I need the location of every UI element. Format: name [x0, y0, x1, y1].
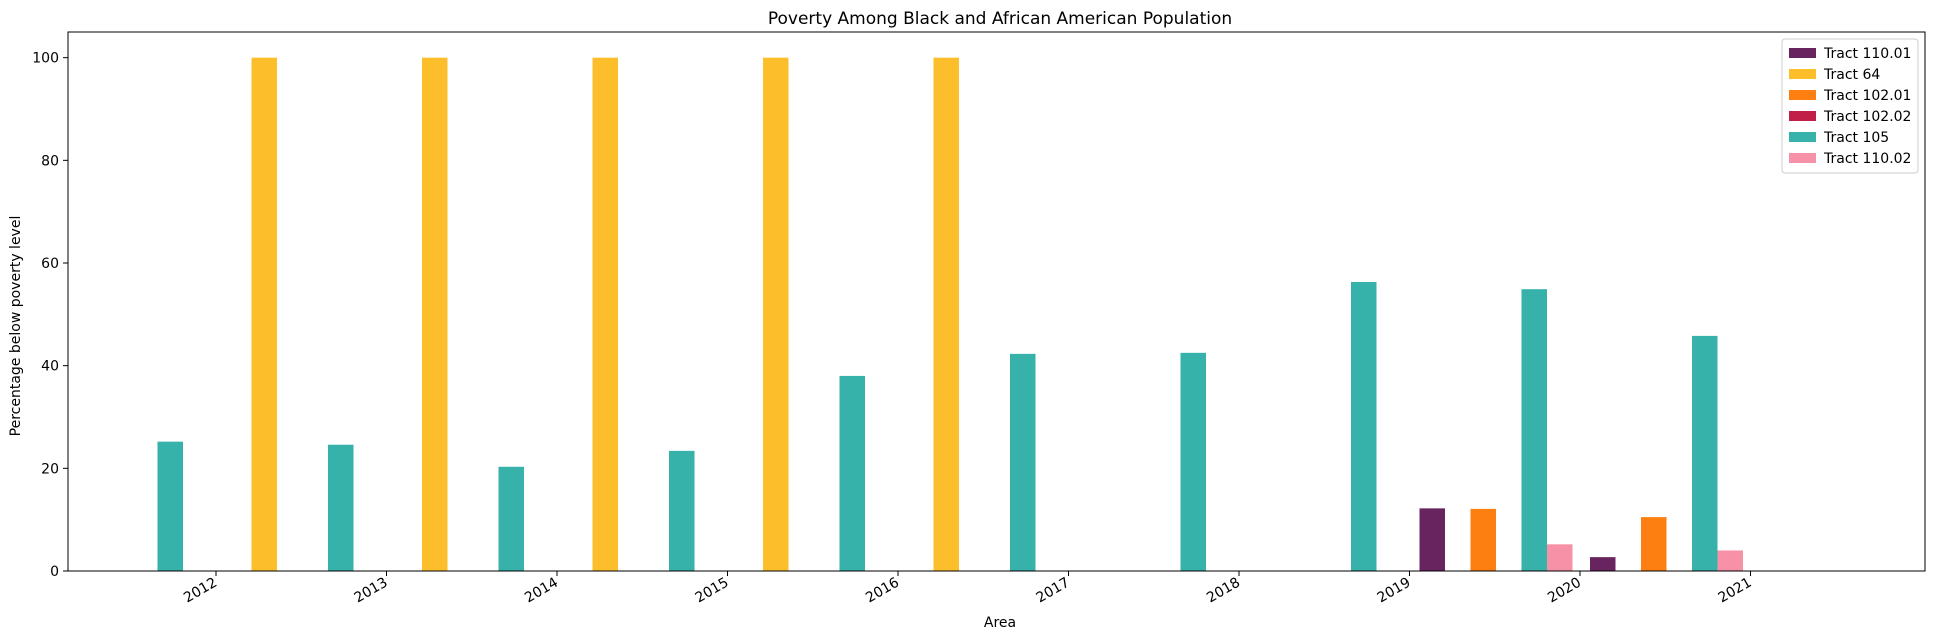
bar-tract-105-2021 [1692, 335, 1718, 571]
legend-label: Tract 105 [1823, 130, 1889, 146]
y-tick-label: 20 [41, 461, 59, 477]
bar-tract-105-2014 [498, 466, 524, 571]
y-axis-label: Percentage below poverty level [8, 216, 24, 437]
bar-tract-64-2016 [763, 57, 789, 572]
legend-swatch [1789, 132, 1816, 142]
legend-swatch [1789, 69, 1816, 79]
bar-tract-102-01-2020 [1470, 508, 1496, 571]
x-tick-label: 2018 [1204, 575, 1243, 607]
bar-tract-105-2015 [669, 450, 695, 571]
x-tick-label: 2014 [522, 575, 561, 607]
legend: Tract 110.01 Tract 64 Tract 102.01 Tract 10… [1781, 38, 1919, 174]
y-tick-label: 40 [41, 359, 59, 375]
plot-frame [67, 31, 1926, 572]
bar-tract-110-01-2020 [1419, 508, 1445, 571]
legend-swatch [1789, 90, 1816, 100]
x-tick-label: 2012 [181, 575, 220, 607]
bar-tract-110-01-2021 [1590, 557, 1616, 571]
bar-tract-105-2019 [1351, 281, 1377, 571]
bar-tract-105-2020 [1521, 289, 1547, 571]
bar-tract-110-02-2020 [1547, 544, 1573, 571]
x-tick-label: 2021 [1716, 575, 1755, 607]
legend-swatch [1789, 153, 1816, 163]
bar-tract-64-2013 [251, 57, 277, 572]
legend-swatch [1789, 111, 1816, 121]
x-tick-label: 2016 [863, 575, 902, 607]
legend-label: Tract 64 [1823, 67, 1880, 83]
x-tick-label: 2019 [1375, 575, 1414, 607]
y-tick-label: 100 [32, 51, 59, 67]
legend-label: Tract 102.01 [1823, 88, 1911, 104]
bar-tract-105-2017 [1010, 353, 1036, 571]
bar-tract-110-02-2021 [1717, 550, 1743, 571]
legend-label: Tract 102.02 [1823, 109, 1911, 125]
x-axis-label: Area [984, 615, 1016, 631]
y-tick-label: 0 [50, 564, 59, 580]
bar-tract-102-01-2021 [1641, 517, 1667, 571]
bar-tract-64-2017 [933, 57, 959, 572]
bar-tract-64-2014 [422, 57, 448, 572]
y-tick-label: 60 [41, 256, 59, 272]
x-tick-label: 2020 [1545, 575, 1584, 607]
x-tick-label: 2017 [1034, 575, 1073, 607]
bars-layer [157, 57, 1743, 572]
bar-tract-64-2015 [592, 57, 618, 572]
legend-label: Tract 110.01 [1823, 46, 1911, 62]
x-tick-label: 2013 [352, 575, 391, 607]
bar-tract-105-2016 [839, 375, 865, 571]
legend-label: Tract 110.02 [1823, 151, 1911, 167]
x-tick-label: 2015 [693, 575, 732, 607]
y-tick-label: 80 [41, 153, 59, 169]
bar-tract-105-2012 [157, 441, 183, 571]
legend-swatch [1789, 48, 1816, 58]
chart-title: Poverty Among Black and African American… [768, 9, 1232, 29]
bar-tract-105-2018 [1180, 352, 1206, 571]
bar-tract-105-2013 [328, 444, 354, 571]
